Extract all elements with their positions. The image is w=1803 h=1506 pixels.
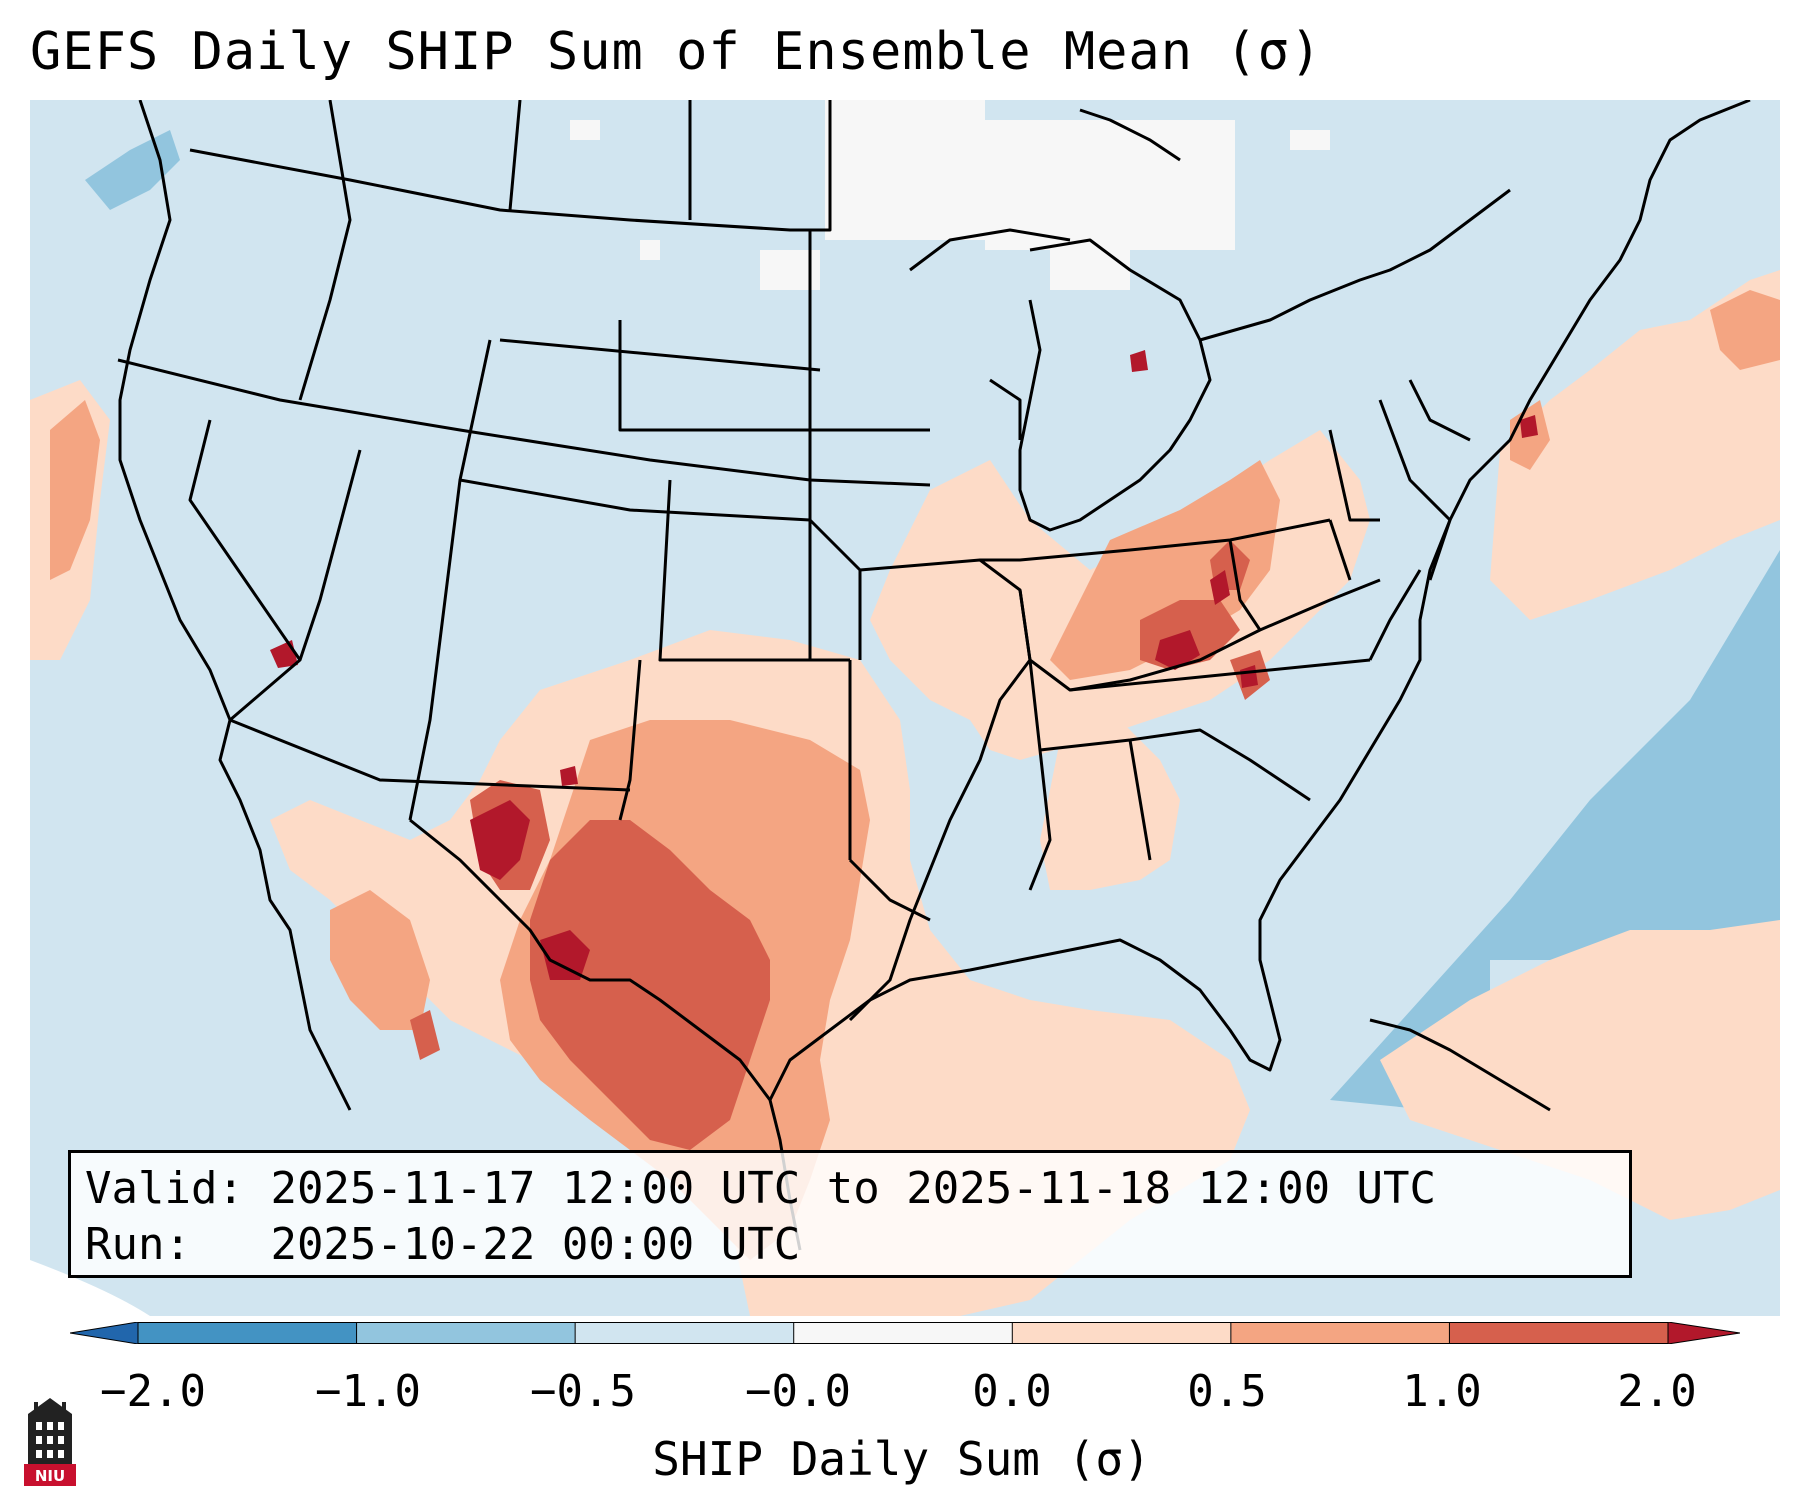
colorbar-label: SHIP Daily Sum (σ): [652, 1432, 1151, 1486]
colorbar-tick: −0.0: [745, 1366, 851, 1417]
coastline: [409, 100, 1751, 1251]
map-canvas: [30, 100, 1780, 1316]
run-label: Run:: [85, 1219, 191, 1270]
run-value: 2025-10-22 00:00 UTC: [270, 1219, 801, 1270]
valid-label: Valid:: [85, 1163, 244, 1214]
colorbar-tick: −2.0: [100, 1366, 206, 1417]
colorbar-border: [137, 1322, 1669, 1344]
colorbar-segment: [793, 1322, 1013, 1344]
colorbar-segment: [1230, 1322, 1450, 1344]
colorbar-segment: [1012, 1322, 1232, 1344]
state-boundaries: [117, 100, 1471, 1111]
colorbar-segment: [1449, 1322, 1669, 1344]
colorbar-tick: 1.0: [1402, 1366, 1482, 1417]
niu-logo: NIU: [22, 1396, 78, 1488]
colorbar-tick: 0.0: [972, 1366, 1052, 1417]
logo-text: NIU: [35, 1467, 65, 1485]
university-tower-icon: NIU: [24, 1398, 76, 1486]
colorbar-svg: [69, 1321, 1741, 1345]
colorbar-extend-low: [69, 1321, 139, 1345]
near-zero-region: [570, 100, 1330, 290]
map-panel: [30, 100, 1780, 1316]
colorbar-tick: 0.5: [1187, 1366, 1267, 1417]
colorbar-tick: −0.5: [530, 1366, 636, 1417]
colorbar-segment: [575, 1322, 795, 1344]
colorbar-segment: [356, 1322, 576, 1344]
colorbar: [69, 1321, 1741, 1345]
run-info-box: Valid: 2025-11-17 12:00 UTC to 2025-11-1…: [68, 1150, 1632, 1278]
colorbar-extend-high: [1667, 1321, 1741, 1345]
colorbar-tick: 2.0: [1617, 1366, 1697, 1417]
colorbar-segment: [138, 1322, 358, 1344]
map-title: GEFS Daily SHIP Sum of Ensemble Mean (σ): [30, 22, 1323, 82]
projection-edge: [30, 1260, 150, 1316]
valid-value: 2025-11-17 12:00 UTC to 2025-11-18 12:00…: [270, 1163, 1437, 1214]
colorbar-tick: −1.0: [315, 1366, 421, 1417]
very-strong-positive-region: [270, 350, 1538, 980]
